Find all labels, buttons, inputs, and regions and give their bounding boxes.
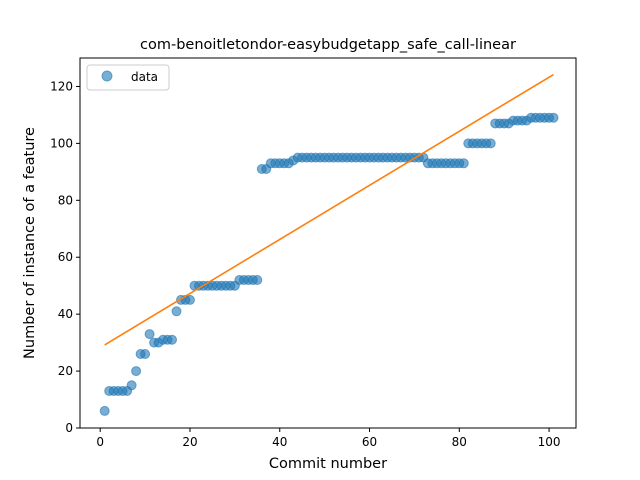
y-axis-label: Number of instance of a feature (22, 127, 38, 359)
x-tick-label: 80 (452, 435, 467, 449)
y-tick-label: 120 (50, 79, 73, 93)
data-point (184, 294, 195, 305)
data-point (485, 138, 496, 149)
y-tick-label: 0 (65, 421, 73, 435)
data-point (458, 158, 469, 169)
plot-frame (79, 57, 577, 429)
plot-area (99, 73, 559, 416)
x-tick-label: 100 (538, 435, 561, 449)
data-point (140, 349, 151, 359)
x-tick-label: 20 (182, 435, 197, 449)
data-point (252, 275, 263, 285)
chart-title: com-benoitletondor-easybudgetapp_safe_ca… (140, 37, 516, 53)
data-point (144, 329, 155, 340)
x-tick-label: 40 (272, 435, 287, 449)
y-tick-label: 20 (58, 364, 73, 378)
y-tick-label: 100 (50, 136, 73, 150)
data-point (131, 366, 142, 377)
data-point (167, 334, 178, 345)
data-point (126, 380, 137, 391)
y-tick-label: 60 (58, 250, 73, 264)
y-axis: 0 20 40 60 80 100 120 (50, 79, 80, 435)
legend-marker (101, 70, 113, 82)
x-axis: 0 20 40 60 80 100 (96, 428, 561, 449)
data-point (548, 112, 559, 123)
y-tick-label: 40 (58, 307, 73, 321)
data-point (171, 306, 182, 317)
legend: data (86, 64, 170, 91)
legend-label-data: data (131, 70, 158, 84)
fit-line (104, 73, 554, 346)
data-point (99, 405, 110, 416)
x-tick-label: 0 (96, 435, 104, 449)
x-tick-label: 60 (362, 435, 377, 449)
y-tick-label: 80 (58, 193, 73, 207)
x-axis-label: Commit number (269, 456, 387, 472)
